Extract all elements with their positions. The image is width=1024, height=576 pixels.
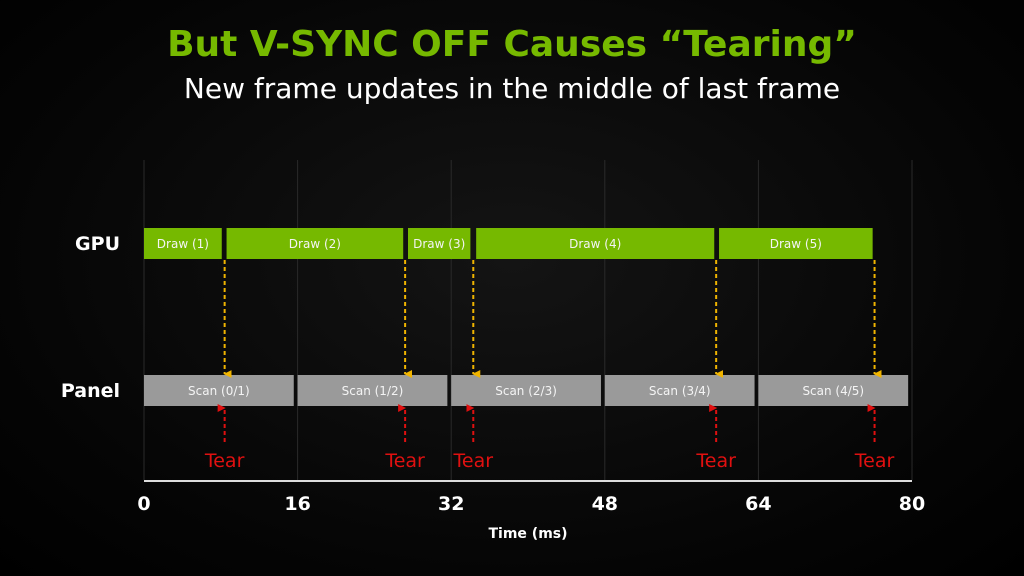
draw-bar-label: Draw (5)	[770, 237, 822, 251]
scan-bar-label: Scan (4/5)	[802, 384, 864, 398]
scan-bar	[604, 375, 755, 406]
tear-label: Tear	[854, 450, 895, 472]
tear-label: Tear	[695, 450, 736, 472]
scan-bar-label: Scan (0/1)	[188, 384, 250, 398]
scan-bar-label: Scan (2/3)	[495, 384, 557, 398]
x-tick-label: 32	[438, 493, 464, 515]
scan-bar	[144, 375, 294, 406]
tear-label: Tear	[384, 450, 425, 472]
x-tick-label: 80	[899, 493, 925, 515]
x-tick-label: 0	[137, 493, 150, 515]
draw-bar	[408, 228, 471, 259]
tear-label: Tear	[204, 450, 245, 472]
draw-bar	[719, 228, 873, 259]
scan-bar	[451, 375, 601, 406]
x-tick-label: 16	[284, 493, 310, 515]
x-tick-label: 48	[592, 493, 618, 515]
draw-bar	[476, 228, 715, 259]
scan-bar	[297, 375, 448, 406]
draw-bar-label: Draw (3)	[413, 237, 465, 251]
x-tick-label: 64	[745, 493, 771, 515]
draw-bar-label: Draw (2)	[289, 237, 341, 251]
draw-bar-label: Draw (4)	[569, 237, 621, 251]
scan-bar	[758, 375, 909, 406]
slide-subtitle: New frame updates in the middle of last …	[183, 72, 841, 105]
draw-bar	[144, 228, 222, 259]
draw-bar-label: Draw (1)	[157, 237, 209, 251]
tear-label: Tear	[453, 450, 494, 472]
slide-title: But V-SYNC OFF Causes “Tearing”	[167, 24, 857, 65]
row-label-gpu: GPU	[75, 233, 120, 255]
scan-bar-label: Scan (1/2)	[342, 384, 404, 398]
scan-bar-label: Scan (3/4)	[649, 384, 711, 398]
row-label-panel: Panel	[61, 380, 120, 402]
x-axis-label: Time (ms)	[488, 526, 567, 542]
draw-bar	[226, 228, 404, 259]
